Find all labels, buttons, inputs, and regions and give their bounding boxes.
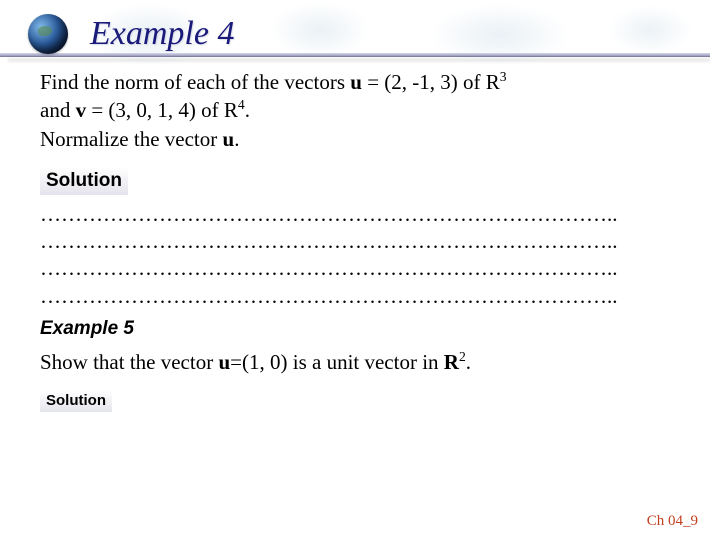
globe-icon — [28, 14, 68, 54]
vector-u: u — [223, 127, 235, 151]
dotted-line: ……………………………………………………………………….. — [40, 283, 680, 310]
solution-label: Solution — [40, 167, 128, 195]
problem-text: = (2, -1, 3) of R — [362, 70, 500, 94]
problem-text: and — [40, 98, 76, 122]
sup-3: 3 — [500, 69, 507, 84]
content: Find the norm of each of the vectors u =… — [0, 58, 720, 418]
problem-text: . — [245, 98, 250, 122]
problem-text: Normalize the vector — [40, 127, 223, 151]
dotted-line: ……………………………………………………………………….. — [40, 255, 680, 282]
problem-text: Find the norm of each of the vectors — [40, 70, 350, 94]
sup-4: 4 — [238, 97, 245, 112]
page-title: Example 4 — [90, 15, 234, 53]
space-r: R — [444, 350, 459, 374]
vector-u: u — [350, 70, 362, 94]
problem-statement: Find the norm of each of the vectors u =… — [40, 68, 680, 153]
sup-2: 2 — [459, 349, 466, 364]
solution-blank-lines: ……………………………………………………………………….. …………………………… — [40, 201, 680, 310]
vector-v: v — [76, 98, 87, 122]
problem-text: . — [234, 127, 239, 151]
problem2-text: Show that the vector — [40, 350, 218, 374]
example5-label: Example 5 — [40, 316, 680, 342]
header: Example 4 — [0, 0, 720, 58]
footer-text: Ch 04_9 — [647, 513, 698, 530]
dotted-line: ……………………………………………………………………….. — [40, 201, 680, 228]
problem-text: = (3, 0, 1, 4) of R — [86, 98, 238, 122]
vector-u: u — [218, 350, 230, 374]
problem2-text: . — [466, 350, 471, 374]
problem2-statement: Show that the vector u=(1, 0) is a unit … — [40, 348, 680, 376]
dotted-line: ……………………………………………………………………….. — [40, 228, 680, 255]
solution2-label: Solution — [40, 390, 112, 412]
problem2-text: =(1, 0) is a unit vector in — [230, 350, 444, 374]
